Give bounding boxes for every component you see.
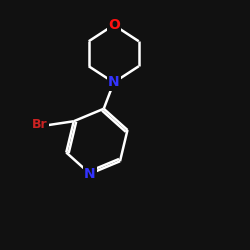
Text: Br: Br — [32, 118, 48, 132]
Text: N: N — [108, 76, 120, 90]
Text: N: N — [84, 167, 96, 181]
Text: O: O — [108, 18, 120, 32]
